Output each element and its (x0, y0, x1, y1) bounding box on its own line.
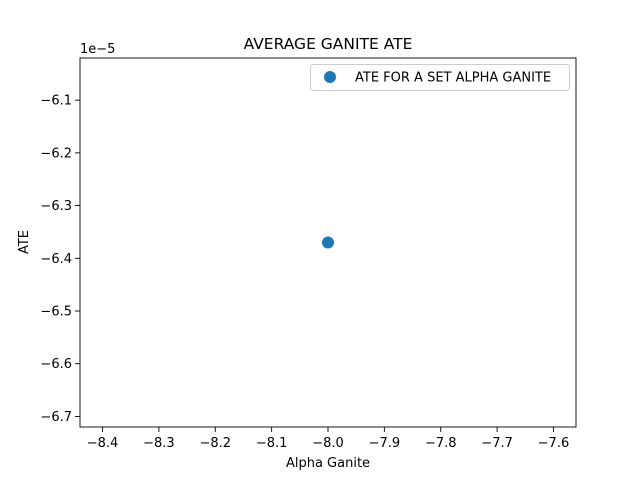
x-tick-label: −8.4 (87, 436, 119, 451)
y-tick-label: −6.6 (40, 357, 72, 372)
data-points (322, 236, 334, 249)
y-tick-label: −6.7 (40, 410, 72, 425)
chart-title: AVERAGE GANITE ATE (244, 35, 413, 53)
y-axis-ticks: −6.1 −6.2 −6.3 −6.4 −6.5 −6.6 −6.7 (40, 94, 80, 425)
x-axis-label: Alpha Ganite (286, 456, 370, 471)
y-tick-label: −6.2 (40, 146, 72, 161)
x-tick-label: −8.2 (199, 436, 231, 451)
x-tick-label: −7.9 (369, 436, 401, 451)
y-tick-label: −6.1 (40, 94, 72, 109)
y-axis-offset-text: 1e−5 (80, 42, 115, 57)
y-tick-label: −6.4 (40, 252, 72, 267)
legend: ATE FOR A SET ALPHA GANITE (310, 64, 570, 91)
x-axis-ticks: −8.4 −8.3 −8.2 −8.1 −8.0 −7.9 −7.8 −7.7 −7.6 (87, 427, 569, 451)
x-tick-label: −7.8 (425, 436, 457, 451)
legend-box (310, 64, 570, 91)
x-tick-label: −8.3 (143, 436, 175, 451)
plot-area-frame (79, 57, 577, 428)
legend-marker (324, 71, 336, 83)
y-axis-label: ATE (17, 230, 32, 254)
data-point (322, 236, 334, 249)
x-tick-label: −8.1 (256, 436, 288, 451)
x-tick-label: −7.6 (538, 436, 570, 451)
legend-entry-label: ATE FOR A SET ALPHA GANITE (355, 71, 551, 86)
x-tick-label: −7.7 (481, 436, 513, 451)
y-tick-label: −6.5 (40, 305, 72, 320)
y-tick-label: −6.3 (40, 199, 72, 214)
x-tick-label: −8.0 (312, 436, 344, 451)
